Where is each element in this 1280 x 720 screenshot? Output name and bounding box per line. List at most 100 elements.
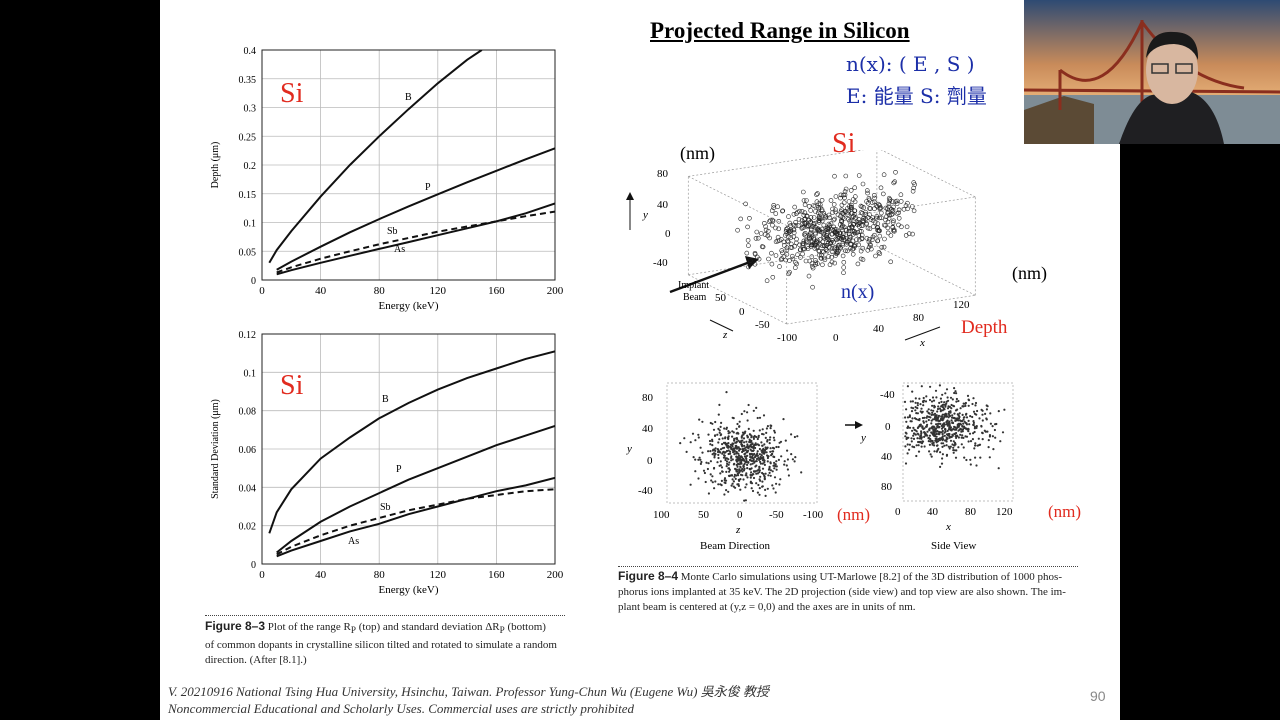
beam-point [773, 467, 776, 470]
beam-point [742, 457, 745, 461]
side-point [964, 404, 967, 407]
ion-point [770, 275, 776, 280]
beam-point [712, 467, 716, 470]
ion-point [852, 208, 857, 214]
beam-point [728, 461, 731, 464]
side-point [930, 455, 933, 458]
fig3d-z-tick-neg100: -100 [777, 332, 798, 344]
beam-point [717, 441, 720, 444]
beam-point [731, 445, 734, 448]
beam-point [768, 471, 771, 474]
implant-beam-arrowhead [745, 256, 759, 269]
ion-point [911, 208, 917, 214]
side-point [974, 444, 977, 447]
side-point [945, 438, 948, 441]
beam-point [711, 444, 714, 447]
beam-point [722, 456, 726, 459]
ion-point [746, 264, 751, 270]
beam-point [761, 467, 765, 470]
side-point [955, 436, 958, 439]
beam-point [769, 436, 772, 439]
beam-point [751, 442, 754, 445]
beam-point [734, 477, 737, 480]
beam-point [785, 464, 788, 467]
beam-x-tick-50: 50 [698, 509, 710, 521]
beam-point [729, 452, 732, 455]
ion-point [826, 254, 831, 259]
beam-point [708, 439, 712, 443]
ion-point [792, 204, 797, 210]
beam-point [723, 477, 727, 480]
series-label-as: As [348, 536, 359, 547]
ion-point [771, 202, 776, 208]
side-point [944, 415, 947, 418]
implant-beam-label-2: Beam [683, 292, 707, 303]
beam-point [763, 475, 766, 478]
ion-point [848, 205, 854, 210]
y-tick-label: 0 [251, 560, 256, 571]
beam-point [727, 467, 730, 470]
side-point [953, 441, 957, 444]
ion-point [837, 230, 843, 236]
side-point [931, 439, 934, 443]
ion-point [831, 202, 837, 207]
beam-point [733, 475, 736, 478]
beam-point [754, 442, 757, 445]
beam-point [746, 411, 749, 414]
beam-point [731, 416, 734, 419]
side-point [988, 434, 992, 437]
ion-point [855, 261, 861, 267]
side-point [921, 400, 925, 403]
ion-point [883, 217, 888, 223]
ion-point [843, 186, 849, 192]
ion-point [863, 211, 869, 217]
glasses-right [1175, 63, 1193, 74]
beam-point [752, 437, 755, 440]
side-point [954, 456, 958, 459]
beam-point [758, 429, 761, 432]
implant-beam-arrow [669, 260, 751, 294]
side-point [961, 425, 964, 428]
beam-point [751, 489, 755, 493]
side-point [908, 426, 912, 429]
ion-point [851, 246, 856, 252]
side-point [933, 412, 937, 415]
side-point [945, 400, 948, 403]
beam-point [787, 474, 790, 477]
side-point [966, 394, 970, 397]
side-point [932, 429, 935, 433]
fig3d-z-tick-50: 50 [715, 292, 727, 304]
side-point [973, 447, 976, 450]
side-point [964, 401, 967, 405]
ion-point [766, 256, 771, 262]
beam-point [758, 466, 761, 469]
beam-point [755, 464, 758, 467]
ion-point [805, 214, 810, 219]
beam-point [769, 469, 772, 472]
beam-x-tick-neg100: -100 [803, 509, 824, 521]
side-point [999, 440, 1002, 443]
ion-point [831, 228, 836, 233]
side-point [925, 425, 928, 428]
fig3d-x-label: x [919, 337, 925, 349]
side-point [914, 401, 917, 404]
side-point [939, 451, 942, 454]
ion-point [851, 221, 857, 227]
nx-label: n(x) [841, 281, 875, 303]
ion-point [765, 233, 771, 239]
beam-x-label: z [735, 524, 741, 536]
side-point [944, 430, 947, 433]
y-tick-label: 0.25 [239, 132, 257, 143]
beam-point [730, 484, 733, 487]
side-point [935, 396, 938, 399]
nm-label-side: (nm) [1048, 502, 1082, 521]
side-point [974, 404, 977, 407]
ion-point [766, 228, 771, 234]
ion-point [818, 216, 824, 221]
beam-point [762, 447, 765, 450]
ion-point [891, 180, 897, 186]
beam-point [718, 403, 721, 406]
ion-point [830, 210, 835, 215]
beam-point [769, 447, 772, 450]
ion-point [799, 218, 805, 223]
